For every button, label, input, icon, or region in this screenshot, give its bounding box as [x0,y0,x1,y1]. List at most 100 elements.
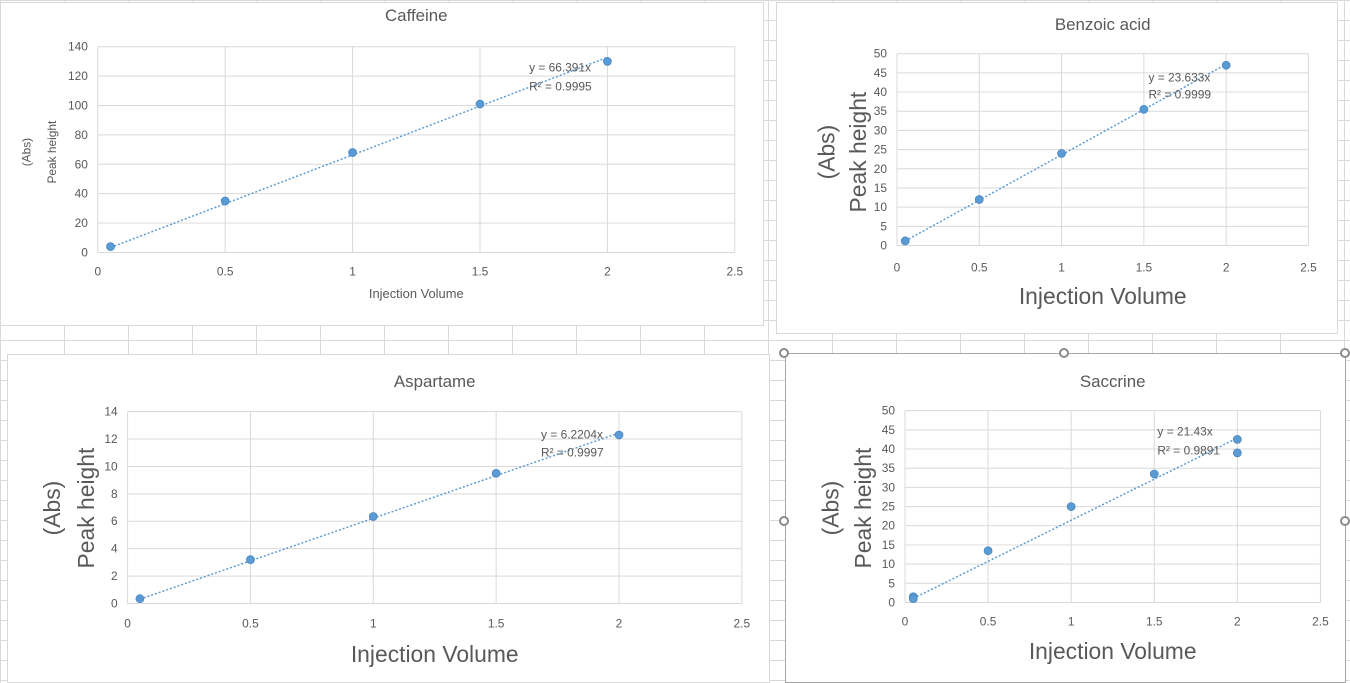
data-point [983,546,993,556]
x-tick-label: 0.5 [242,616,259,630]
y-axis-label: (Abs) [817,481,843,536]
y-tick-label: 14 [104,405,118,419]
y-tick-label: 25 [882,500,896,514]
y-tick-label: 45 [882,423,896,437]
y-tick-label: 15 [882,538,896,552]
caffeine-plot: 0 20 40 60 80 100 120 140 0 0.5 1 1.5 2 2.5 Caffeine In… [19,6,744,301]
resize-handle-top-middle[interactable] [1059,348,1069,358]
data-point [348,148,357,157]
y-tick-label: 30 [874,123,888,137]
y-tick-label: 5 [880,219,887,233]
x-tick-label: 2.5 [1300,260,1317,274]
y-tick-label: 50 [874,47,888,61]
data-point [603,57,612,66]
y-axis-label: Peak height [45,120,59,184]
resize-handle-middle-left[interactable] [779,516,789,526]
x-tick-label: 0 [94,264,101,278]
data-point [475,99,485,109]
data-point [220,196,230,206]
y-tick-label: 120 [68,69,88,83]
chart-title: Saccrine [1080,372,1146,391]
y-axis-label: Peak height [73,447,99,568]
r-squared-label: R² = 0.9997 [541,445,604,459]
y-tick-label: 12 [104,432,118,446]
r-squared-label: R² = 0.9999 [1148,87,1211,101]
data-point [246,555,255,565]
x-tick-label: 1 [370,616,377,630]
x-tick-label: 0.5 [971,260,988,274]
saccrine-plot: 0 5 10 15 20 25 30 35 40 45 50 0 0.5 1 1.5 2 2.5 Saccrine… [817,372,1329,664]
y-tick-label: 6 [111,514,118,528]
trendline [110,56,608,249]
x-axis-label: Injection Volume [1019,283,1187,309]
x-tick-label: 2.5 [1312,614,1329,628]
resize-handle-top-right[interactable] [1340,348,1350,358]
y-tick-label: 15 [874,181,888,195]
y-tick-label: 45 [874,66,888,80]
data-point [1139,104,1149,114]
chart-caffeine[interactable]: 0 20 40 60 80 100 120 140 0 0.5 1 1.5 2 2.5 Caffeine In… [0,2,764,326]
x-axis-label: Injection Volume [351,641,519,667]
x-tick-label: 1 [1068,614,1075,628]
r-squared-label: R² = 0.9891 [1157,443,1220,457]
y-tick-label: 8 [111,487,118,501]
x-axis-label: Injection Volume [369,286,464,301]
resize-handle-middle-right[interactable] [1340,516,1350,526]
y-tick-label: 20 [882,519,896,533]
x-tick-label: 0 [902,614,909,628]
data-point [900,236,910,246]
x-tick-label: 0 [124,616,131,630]
y-tick-label: 40 [874,85,888,99]
x-tick-label: 2 [1234,614,1241,628]
y-tick-label: 4 [111,542,118,556]
benzoic-acid-plot: 0 5 10 15 20 25 30 35 40 45 50 0 0.5 1 1.5 2 2.5 Benzoic … [813,15,1317,309]
y-tick-label: 140 [68,40,88,54]
x-tick-label: 2.5 [727,264,744,278]
y-tick-label: 2 [111,569,118,583]
x-tick-label: 1.5 [488,616,505,630]
x-tick-label: 2 [604,264,611,278]
y-tick-label: 50 [882,404,896,418]
trendline-equation: y = 21.43x [1157,425,1212,439]
data-point [491,468,501,478]
data-point [1057,149,1066,158]
x-tick-label: 0 [894,260,901,274]
chart-saccrine[interactable]: 0 5 10 15 20 25 30 35 40 45 50 0 0.5 1 1.5 2 2.5 Saccrine… [785,353,1346,683]
y-axis-label: (Abs) [813,125,839,180]
chart-aspartame[interactable]: 0 2 4 6 8 10 12 14 0 0.5 1 1.5 2 2.5 Aspartame Injectio… [7,354,770,683]
y-tick-label: 100 [68,98,88,112]
chart-benzoic-acid[interactable]: 0 5 10 15 20 25 30 35 40 45 50 0 0.5 1 1.5 2 2.5 Benzoic … [776,2,1338,334]
x-tick-label: 1 [1058,260,1065,274]
trendline [139,432,620,600]
y-tick-label: 0 [81,245,88,259]
data-point [106,242,115,251]
y-tick-label: 80 [75,128,89,142]
y-tick-label: 0 [880,239,887,253]
y-tick-label: 35 [882,461,896,475]
x-tick-label: 2 [1223,260,1230,274]
y-tick-label: 40 [75,187,89,201]
data-point [1232,435,1242,444]
x-tick-label: 1.5 [472,264,489,278]
y-tick-label: 10 [882,557,896,571]
y-tick-label: 35 [874,104,888,118]
chart-title: Benzoic acid [1055,15,1151,34]
y-tick-label: 25 [874,143,888,157]
y-axis-label: Peak height [850,447,876,568]
data-point [908,594,918,604]
x-tick-label: 0.5 [980,614,997,628]
y-axis-label: (Abs) [19,138,33,166]
x-tick-label: 1.5 [1136,260,1153,274]
y-axis-label: Peak height [845,91,871,212]
x-tick-label: 1 [349,264,356,278]
r-squared-label: R² = 0.9995 [529,79,592,93]
data-point [974,195,984,204]
trendline-equation: y = 66.391x [529,61,591,75]
y-tick-label: 5 [888,576,895,590]
y-tick-label: 60 [75,157,89,171]
resize-handle-top-left[interactable] [779,348,789,358]
y-tick-label: 0 [888,595,895,609]
x-tick-label: 2.5 [734,616,751,630]
y-axis-label: (Abs) [39,481,65,536]
y-tick-label: 10 [104,459,118,473]
